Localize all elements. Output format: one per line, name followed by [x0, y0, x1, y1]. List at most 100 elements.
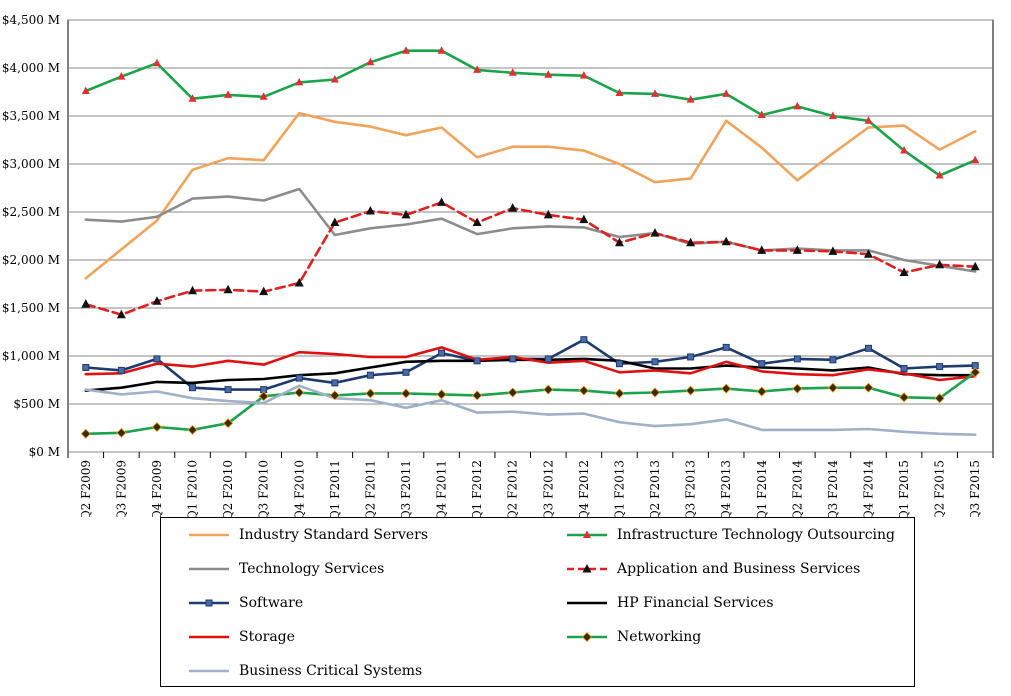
- legend-swatch: [567, 631, 607, 643]
- series-3-point: [899, 267, 909, 276]
- series-3-point: [935, 259, 945, 269]
- series-7-point: [792, 383, 803, 394]
- series-3-point: [757, 245, 767, 254]
- y-tick-label: $3,500 M: [2, 109, 60, 123]
- series-line-7: [84, 370, 977, 436]
- series-4-point: [651, 358, 659, 366]
- x-tick-label: Q4 F2012: [577, 460, 591, 517]
- series-7-point: [756, 386, 767, 397]
- series-4-point: [758, 360, 766, 368]
- legend-swatch-marker: [582, 564, 592, 573]
- legend-swatch: [567, 564, 607, 573]
- series-line-8: [84, 384, 977, 437]
- series-7-point: [614, 388, 625, 399]
- series-line-1: [84, 49, 977, 177]
- series-1-point: [437, 46, 446, 54]
- series-3-point: [259, 286, 269, 296]
- legend-label: Industry Standard Servers: [239, 527, 429, 543]
- series-1-point: [544, 70, 553, 78]
- series-7-point: [187, 424, 198, 435]
- legend-item: Business Critical Systems: [187, 660, 422, 682]
- series-7-point: [472, 390, 483, 401]
- legend-swatch: [189, 533, 229, 537]
- series-line-2: [84, 187, 977, 273]
- series-4-point: [331, 379, 339, 387]
- series-4-point: [295, 374, 303, 382]
- series-7-point: [898, 392, 910, 403]
- series-4-point: [224, 386, 232, 394]
- legend-label: Storage: [239, 629, 295, 645]
- series-7-point: [365, 388, 376, 399]
- series-line-6: [84, 346, 977, 382]
- series-1-point: [828, 111, 837, 119]
- y-tick-label: $2,000 M: [2, 253, 60, 267]
- x-tick-label: Q2 F2011: [363, 460, 377, 517]
- series-4-point: [402, 368, 410, 376]
- series-1-point: [615, 88, 624, 96]
- y-tick-label: $3,000 M: [2, 157, 60, 171]
- series-4-point: [366, 371, 374, 379]
- series-7-point: [80, 428, 91, 439]
- legend-item: Networking: [565, 626, 701, 648]
- series-4-point: [580, 336, 588, 344]
- series-3-point: [116, 309, 126, 319]
- legend-item: Software: [187, 592, 303, 614]
- series-4-point: [864, 344, 872, 352]
- x-tick-label: Q2 F2012: [506, 460, 520, 517]
- legend-item: Storage: [187, 626, 295, 648]
- legend-item: HP Financial Services: [565, 592, 774, 614]
- series-1-point: [295, 77, 304, 86]
- x-tick-label: Q1 F2013: [612, 460, 626, 517]
- series-4-point: [153, 355, 161, 363]
- series-line-4: [84, 338, 977, 391]
- series-3-point: [543, 209, 553, 219]
- y-tick-label: $1,500 M: [2, 301, 60, 315]
- series-3-point: [437, 197, 447, 206]
- series-4-point: [722, 343, 730, 351]
- series-1-point: [366, 57, 375, 66]
- series-3-point: [508, 203, 518, 212]
- line-chart: $0 M $500 M $1,000 M $1,500 M $2,000 M $2,500…: [2, 13, 994, 517]
- y-tick-label: $4,500 M: [2, 13, 60, 27]
- series-4-point: [615, 360, 623, 368]
- series-3-point: [970, 261, 980, 271]
- legend-label: Business Critical Systems: [239, 663, 423, 679]
- x-tick-label: Q3 F2014: [826, 460, 840, 517]
- x-tick-label: Q3 F2011: [399, 460, 413, 517]
- series-1-point: [401, 46, 410, 54]
- series-3-point: [294, 278, 304, 287]
- series-1-point: [508, 68, 517, 76]
- x-tick-label: Q1 F2011: [328, 460, 342, 517]
- legend-swatch: [567, 601, 607, 605]
- x-tick-label: Q3 F2012: [541, 460, 555, 517]
- series-4-point: [936, 363, 944, 371]
- series-1-point: [152, 58, 161, 67]
- series-7-point: [151, 421, 163, 433]
- x-tick-label: Q3 F2010: [257, 460, 271, 517]
- series-line-3: [84, 201, 977, 317]
- series-4-point: [82, 364, 90, 372]
- series-3-point: [828, 246, 838, 255]
- series-7-point: [543, 384, 554, 395]
- series-1-point: [117, 72, 126, 80]
- legend-label: Application and Business Services: [617, 561, 861, 577]
- series-4-point: [544, 355, 552, 363]
- series-markers: [80, 46, 981, 439]
- x-tick-label: Q3 F2009: [114, 460, 128, 517]
- series-1-point: [971, 155, 980, 164]
- x-tick-label: Q3 F2013: [684, 460, 698, 517]
- x-tick-label: Q1 F2015: [897, 460, 911, 517]
- series-1-point: [81, 86, 90, 95]
- series-3-point: [365, 206, 375, 215]
- legend-label: HP Financial Services: [617, 595, 774, 611]
- legend-swatch: [189, 635, 229, 639]
- y-tick-label: $0 M: [29, 445, 60, 459]
- series-1-point: [793, 101, 802, 110]
- series-1-point: [224, 90, 233, 98]
- series-1-point: [579, 71, 588, 79]
- series-4-point: [829, 356, 837, 364]
- legend-label: Software: [239, 595, 304, 611]
- series-4-point: [687, 353, 695, 361]
- series-3-point: [472, 217, 482, 227]
- series-7-point: [223, 418, 234, 429]
